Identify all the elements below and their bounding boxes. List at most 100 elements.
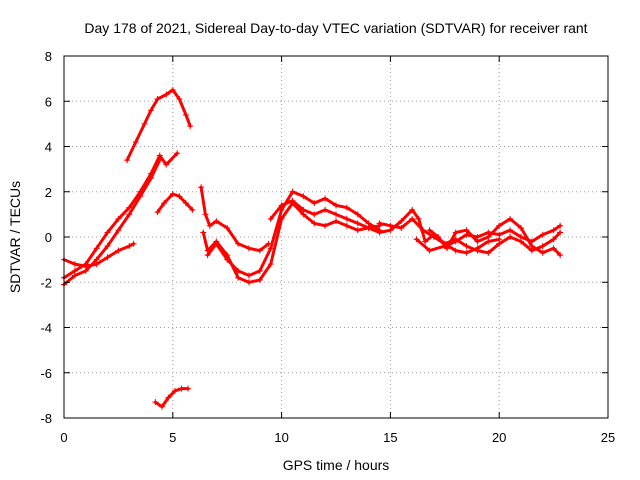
data-point-marker bbox=[550, 236, 557, 243]
data-point-marker bbox=[300, 193, 307, 200]
series-group bbox=[124, 86, 194, 164]
data-point-marker bbox=[550, 245, 557, 252]
data-point-marker bbox=[93, 245, 100, 252]
x-tick-label: 15 bbox=[383, 430, 397, 445]
data-point-marker bbox=[224, 256, 231, 263]
y-axis-label: SDTVAR / TECUs bbox=[7, 181, 23, 293]
data-point-marker bbox=[387, 222, 394, 229]
data-point-marker bbox=[409, 215, 416, 222]
data-point-marker bbox=[557, 229, 564, 236]
x-tick-label: 10 bbox=[274, 430, 288, 445]
data-point-marker bbox=[354, 227, 361, 234]
data-point-marker bbox=[235, 267, 242, 274]
data-point-marker bbox=[452, 247, 459, 254]
data-point-marker bbox=[289, 197, 296, 204]
data-point-marker bbox=[235, 274, 242, 281]
data-point-marker bbox=[245, 245, 252, 252]
data-point-marker bbox=[93, 261, 100, 268]
data-point-marker bbox=[485, 249, 492, 256]
data-point-marker bbox=[507, 227, 514, 234]
y-tick-label: 2 bbox=[45, 185, 52, 200]
data-point-marker bbox=[124, 157, 131, 164]
data-point-marker bbox=[176, 193, 183, 200]
y-tick-label: -6 bbox=[40, 366, 52, 381]
data-point-marker bbox=[148, 107, 155, 114]
x-axis-label: GPS time / hours bbox=[283, 457, 390, 473]
data-point-marker bbox=[104, 254, 111, 261]
data-point-marker bbox=[426, 247, 433, 254]
data-point-marker bbox=[409, 206, 416, 213]
data-point-marker bbox=[557, 222, 564, 229]
data-point-marker bbox=[245, 279, 252, 286]
data-point-marker bbox=[376, 229, 383, 236]
data-point-marker bbox=[507, 215, 514, 222]
y-tick-label: 6 bbox=[45, 94, 52, 109]
series-group bbox=[198, 184, 272, 254]
data-point-marker bbox=[198, 184, 205, 191]
series-group bbox=[61, 150, 181, 281]
data-point-marker bbox=[187, 123, 194, 130]
data-point-marker bbox=[413, 236, 420, 243]
series-line bbox=[153, 387, 190, 409]
data-point-marker bbox=[322, 206, 329, 213]
series-line bbox=[199, 185, 270, 253]
data-point-marker bbox=[517, 224, 524, 231]
y-tick-label: -2 bbox=[40, 275, 52, 290]
data-point-marker bbox=[104, 229, 111, 236]
data-point-marker bbox=[415, 215, 422, 222]
data-point-marker bbox=[539, 243, 546, 250]
y-tick-label: -4 bbox=[40, 321, 52, 336]
data-point-marker bbox=[398, 218, 405, 225]
x-tick-label: 20 bbox=[492, 430, 506, 445]
axis-ticks: 0 5 10 15 20 25 -8 -6 -4 -2 0 2 4 6 8 bbox=[40, 49, 615, 445]
data-point-marker bbox=[158, 403, 165, 410]
data-point-marker bbox=[154, 209, 161, 216]
series-line bbox=[62, 151, 179, 280]
data-point-marker bbox=[256, 276, 263, 283]
data-point-marker bbox=[343, 215, 350, 222]
series-line bbox=[378, 217, 562, 255]
y-tick-label: 8 bbox=[45, 49, 52, 64]
data-point-marker bbox=[365, 224, 372, 231]
series-group bbox=[267, 197, 503, 256]
data-point-marker bbox=[557, 252, 564, 259]
data-point-marker bbox=[333, 218, 339, 225]
data-point-marker bbox=[507, 234, 514, 240]
data-point-marker bbox=[169, 86, 176, 93]
data-point-marker bbox=[354, 220, 361, 227]
data-point-marker bbox=[174, 150, 181, 157]
data-point-marker bbox=[256, 267, 263, 274]
data-point-marker bbox=[517, 234, 524, 240]
data-point-marker bbox=[182, 200, 189, 207]
series-line bbox=[125, 88, 192, 162]
data-point-marker bbox=[204, 252, 211, 259]
x-tick-label: 5 bbox=[169, 430, 176, 445]
y-tick-label: 4 bbox=[45, 140, 52, 155]
data-point-marker bbox=[496, 231, 503, 238]
data-point-marker bbox=[213, 218, 220, 225]
data-point-marker bbox=[200, 229, 207, 236]
data-point-marker bbox=[182, 111, 189, 118]
data-point-marker bbox=[311, 200, 318, 207]
data-point-marker bbox=[452, 229, 459, 236]
data-point-marker bbox=[104, 243, 111, 250]
x-tick-label: 25 bbox=[601, 430, 615, 445]
data-point-marker bbox=[235, 240, 242, 247]
data-point-marker bbox=[441, 243, 448, 250]
data-point-marker bbox=[398, 224, 405, 231]
data-point-marker bbox=[71, 261, 78, 268]
data-point-marker bbox=[333, 211, 339, 218]
data-point-marker bbox=[163, 161, 170, 168]
series-line bbox=[201, 201, 381, 284]
data-point-marker bbox=[485, 229, 492, 236]
data-point-marker bbox=[311, 220, 318, 227]
series-line bbox=[62, 158, 162, 286]
series-group bbox=[152, 385, 192, 410]
data-point-marker bbox=[343, 204, 350, 211]
data-point-marker bbox=[496, 240, 503, 247]
data-point-marker bbox=[463, 243, 470, 250]
data-point-marker bbox=[185, 385, 192, 392]
data-point-marker bbox=[452, 238, 459, 245]
data-point-marker bbox=[376, 220, 383, 227]
